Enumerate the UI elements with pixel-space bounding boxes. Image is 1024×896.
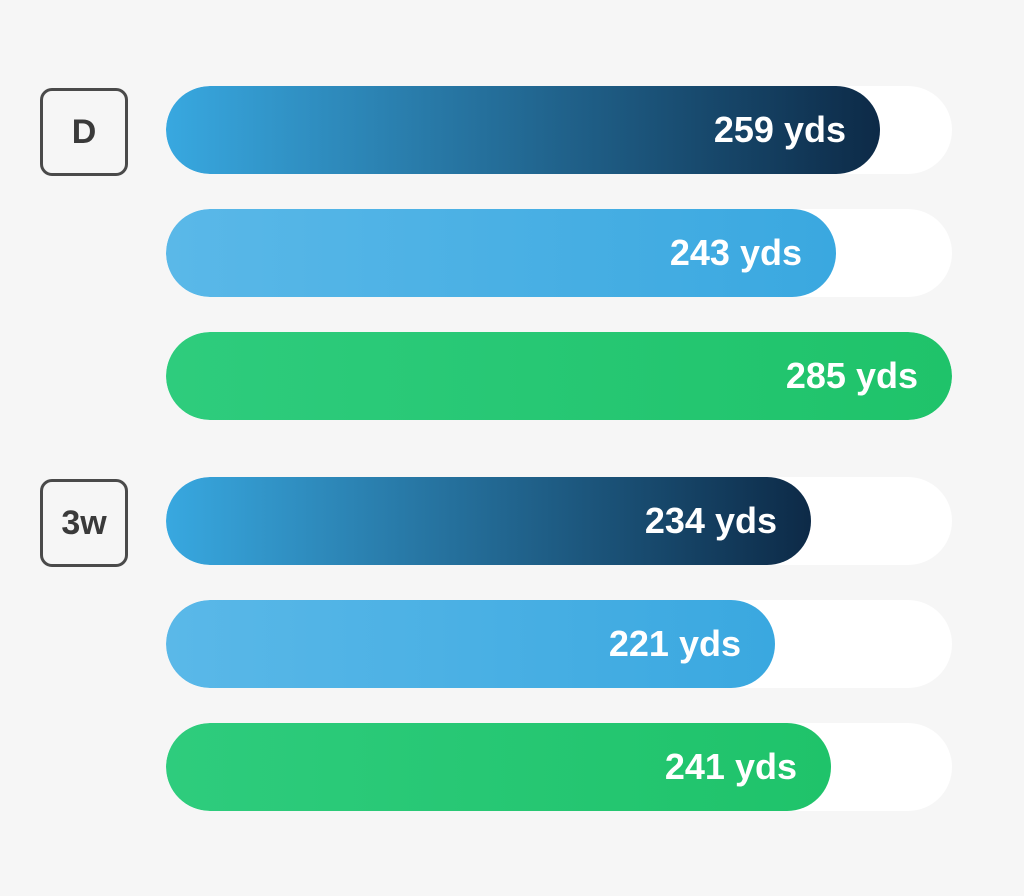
bar-track: 285 yds [166,332,952,420]
bar-value-label: 241 yds [664,746,797,787]
bar-track: 243 yds [166,209,952,297]
club-badge-3w: 3w [40,479,128,567]
bar-value-label: 259 yds [713,109,846,150]
bar-value-label: 234 yds [644,500,777,541]
bar-d-0: 259 yds [166,86,880,174]
bar-track: 259 yds [166,86,952,174]
club-label: 3w [61,503,107,542]
bar-track: 234 yds [166,477,952,565]
club-badge-d: D [40,88,128,176]
bar-value-label: 243 yds [669,232,802,273]
bar-value-label: 221 yds [608,623,741,664]
bar-track: 241 yds [166,723,952,811]
bar-3w-0: 234 yds [166,477,811,565]
bar-3w-2: 241 yds [166,723,831,811]
bar-value-label: 285 yds [785,355,918,396]
club-label: D [71,112,97,151]
bar-d-2: 285 yds [166,332,952,420]
bar-d-1: 243 yds [166,209,836,297]
bar-track: 221 yds [166,600,952,688]
bar-3w-1: 221 yds [166,600,775,688]
